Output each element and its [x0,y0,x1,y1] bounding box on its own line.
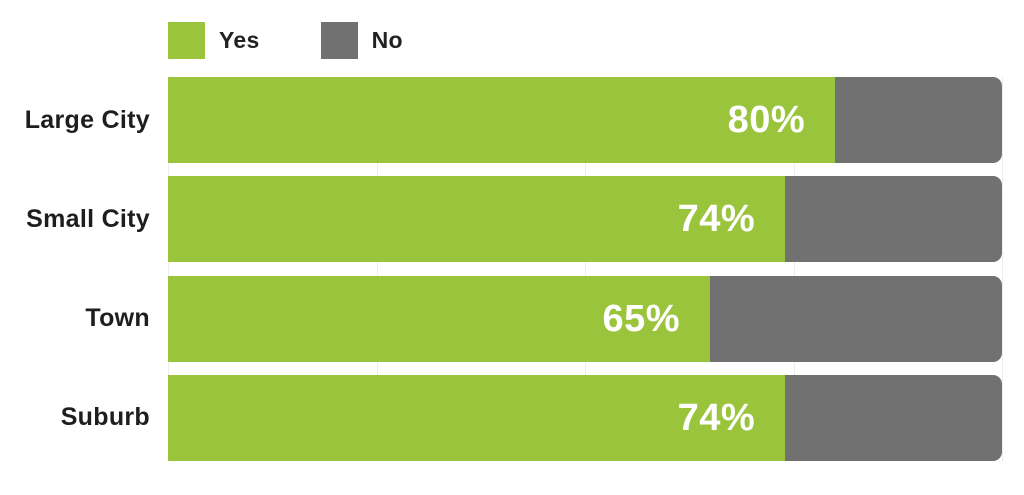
legend-item-yes: Yes [168,22,260,59]
legend-item-no: No [320,22,403,59]
segment-yes: 74% [168,374,786,461]
value-label: 80% [727,99,806,141]
gridline [1002,77,1003,461]
value-label: 74% [677,198,756,241]
bar-row: Small City 74% [26,176,1002,263]
legend-label-no: No [371,27,403,53]
segment-no [710,275,1002,362]
bar-rows: Large City 80% Small City 74% Town 65% Suburb 7… [25,77,1002,461]
segment-no [785,374,1002,461]
bar: 74% [168,176,1002,263]
bar: 80% [168,77,1002,163]
segment-yes: 80% [168,77,836,163]
value-label: 74% [677,396,756,439]
segment-yes: 65% [168,275,711,362]
gridline [793,77,795,461]
legend-label-yes: Yes [219,27,260,53]
gridline [168,77,169,461]
gridline [376,77,378,461]
bar-row: Town 65% [85,275,1002,362]
bar-row: Large City 80% [25,77,1002,163]
category-label: Small City [26,204,150,233]
bar: 65% [168,275,1002,362]
segment-yes: 74% [168,176,786,263]
legend: Yes No [168,22,403,59]
legend-swatch-yes-icon [168,22,205,59]
category-label: Large City [24,105,150,134]
category-label: Suburb [60,403,150,432]
segment-no [785,176,1002,263]
legend-swatch-no-icon [320,22,358,59]
segment-no [835,77,1002,163]
gridline [585,77,586,461]
value-label: 65% [602,297,681,340]
plot-area: Large City 80% Small City 74% Town 65% Suburb 7… [25,77,1003,461]
bar-row: Suburb 74% [61,374,1002,461]
category-label: Town [85,304,150,333]
bar: 74% [168,374,1002,461]
